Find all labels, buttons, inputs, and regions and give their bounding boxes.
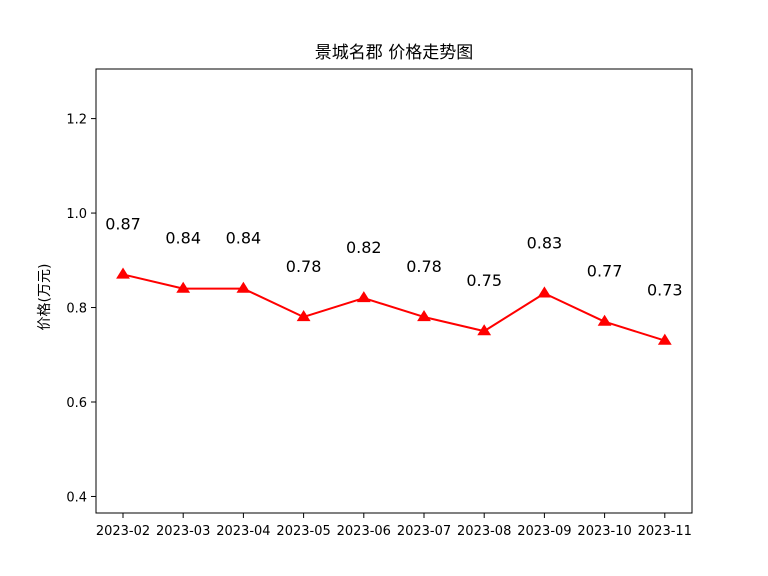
x-tick-label: 2023-06 bbox=[337, 524, 391, 539]
data-label: 0.84 bbox=[226, 229, 262, 248]
series-layer bbox=[116, 267, 672, 345]
x-tick-label: 2023-09 bbox=[517, 524, 571, 539]
y-tick-label: 0.4 bbox=[66, 490, 87, 505]
y-tick-label: 0.8 bbox=[66, 302, 87, 317]
data-point-marker bbox=[417, 310, 431, 322]
x-tick-label: 2023-07 bbox=[397, 524, 451, 539]
x-tick-label: 2023-03 bbox=[156, 524, 210, 539]
x-tick-label: 2023-11 bbox=[638, 524, 692, 539]
y-tick-label: 0.6 bbox=[66, 396, 87, 411]
y-axis-ticks: 0.4 0.6 0.8 1.0 1.2 bbox=[66, 113, 96, 505]
chart-title: 景城名郡 价格走势图 bbox=[315, 43, 473, 63]
x-tick-label: 2023-05 bbox=[276, 524, 330, 539]
series-line bbox=[122, 273, 666, 342]
data-point-marker bbox=[236, 281, 251, 293]
data-point-marker bbox=[597, 314, 612, 326]
data-point-marker bbox=[537, 286, 552, 298]
data-point-marker bbox=[176, 281, 191, 293]
data-label: 0.75 bbox=[466, 271, 502, 290]
x-tick-label: 2023-02 bbox=[96, 524, 150, 539]
data-label: 0.84 bbox=[165, 229, 201, 248]
x-tick-label: 2023-10 bbox=[577, 524, 631, 539]
data-label: 0.77 bbox=[587, 262, 623, 281]
data-labels: 0.87 0.84 0.84 0.78 0.82 0.78 0.75 0.83 0.77 0.73 bbox=[105, 214, 682, 299]
data-label: 0.78 bbox=[406, 257, 442, 276]
data-label: 0.73 bbox=[647, 281, 683, 300]
plot-area-frame bbox=[95, 68, 693, 514]
data-label: 0.83 bbox=[527, 233, 563, 252]
y-tick-label: 1.2 bbox=[66, 113, 87, 128]
y-axis-label: 价格(万元) bbox=[37, 264, 53, 331]
data-point-marker bbox=[477, 324, 492, 336]
data-point-marker bbox=[116, 267, 130, 279]
data-label: 0.87 bbox=[105, 214, 141, 233]
x-tick-label: 2023-04 bbox=[216, 524, 270, 539]
x-axis-ticks: 2023-02 2023-03 2023-04 2023-05 2023-06 2023-… bbox=[96, 513, 692, 539]
data-label: 0.78 bbox=[286, 257, 322, 276]
data-point-marker bbox=[356, 291, 371, 303]
x-tick-label: 2023-08 bbox=[457, 524, 511, 539]
data-point-marker bbox=[657, 333, 672, 345]
data-point-marker bbox=[296, 310, 311, 322]
y-tick-label: 1.0 bbox=[66, 207, 87, 222]
data-label: 0.82 bbox=[346, 238, 382, 257]
